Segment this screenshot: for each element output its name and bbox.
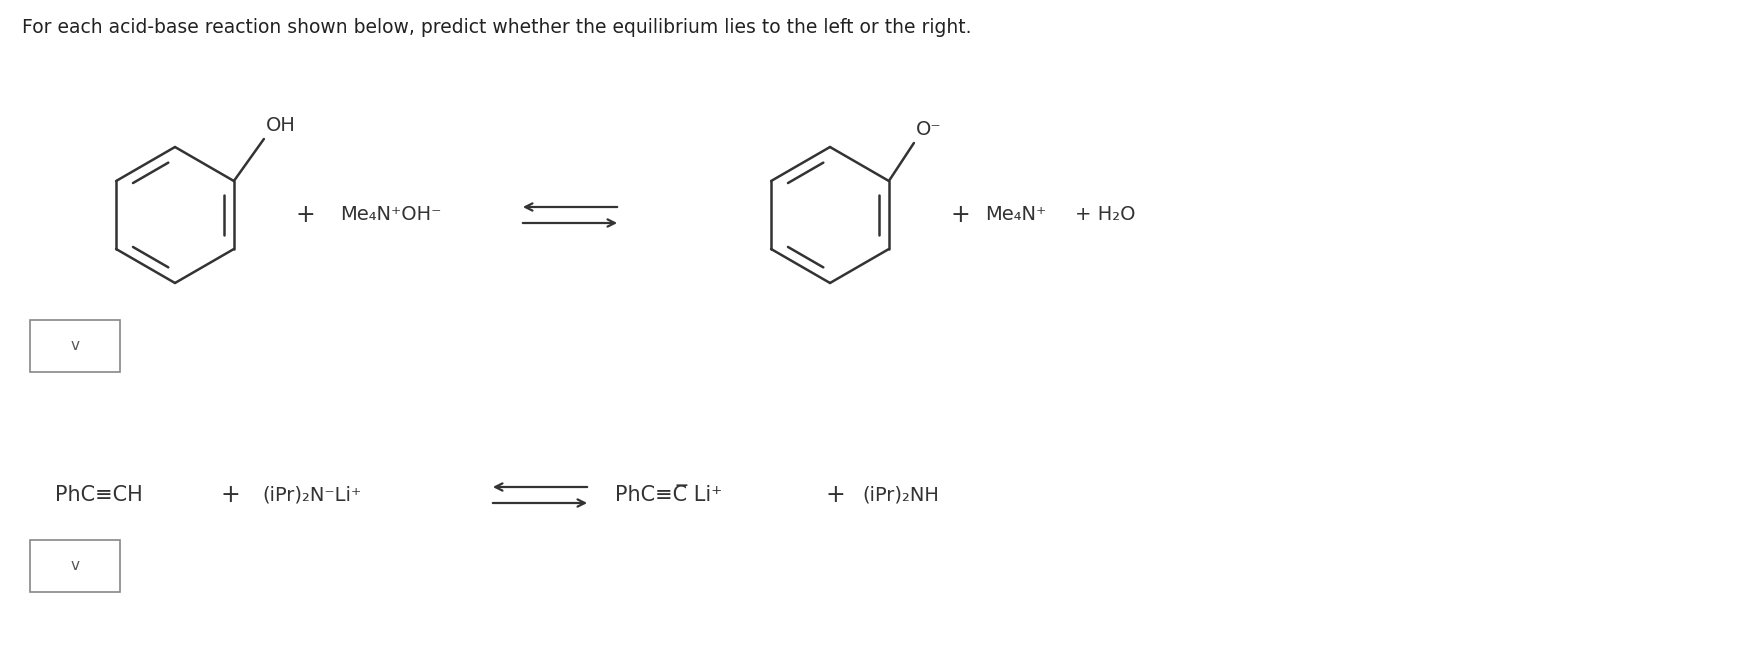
Text: +: + <box>949 203 969 227</box>
Text: (iPr)₂N⁻Li⁺: (iPr)₂N⁻Li⁺ <box>261 486 362 504</box>
Text: +: + <box>295 203 314 227</box>
Text: (iPr)₂NH: (iPr)₂NH <box>862 486 939 504</box>
Text: PhC≡C̅ Li⁺: PhC≡C̅ Li⁺ <box>614 485 721 505</box>
Bar <box>30 540 119 592</box>
Text: +: + <box>825 483 844 507</box>
Text: + H₂O: + H₂O <box>1074 205 1135 224</box>
Text: PhC≡CH: PhC≡CH <box>54 485 142 505</box>
Bar <box>30 320 119 372</box>
Text: For each acid-base reaction shown below, predict whether the equilibrium lies to: For each acid-base reaction shown below,… <box>23 18 971 37</box>
Text: Me₄N⁺OH⁻: Me₄N⁺OH⁻ <box>340 205 441 224</box>
Text: v: v <box>70 339 79 354</box>
Text: Me₄N⁺: Me₄N⁺ <box>985 205 1046 224</box>
Text: v: v <box>70 558 79 573</box>
Text: +: + <box>219 483 240 507</box>
Text: O⁻: O⁻ <box>916 120 941 139</box>
Text: OH: OH <box>265 116 295 135</box>
